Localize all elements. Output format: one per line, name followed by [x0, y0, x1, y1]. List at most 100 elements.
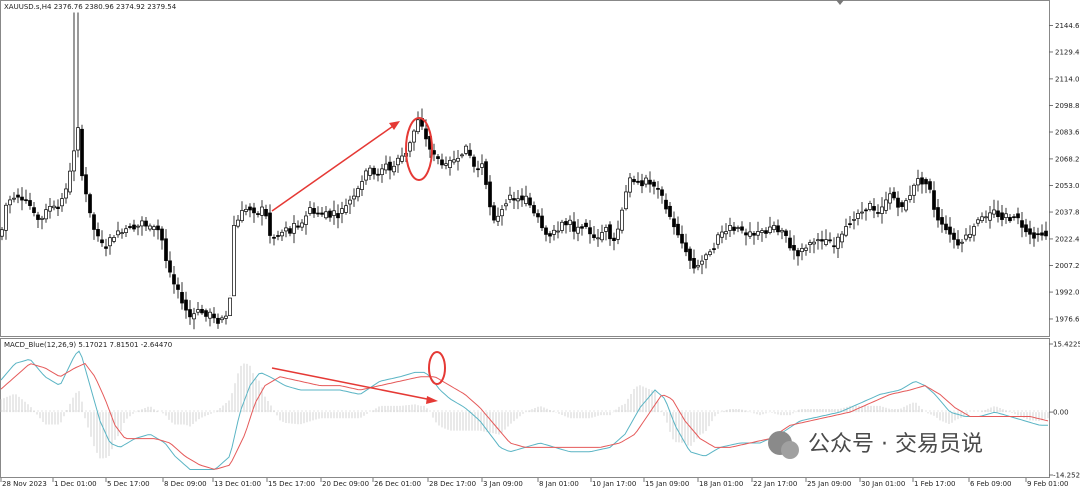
candle-body [148, 225, 152, 230]
price-y-axis: 2144.60 2129.40 2114.00 2098.80 2083.60 2068.… [1049, 22, 1080, 323]
candle-body [0, 229, 4, 237]
candle-body [1012, 216, 1016, 219]
candle-body [700, 260, 704, 265]
candle-body [84, 174, 88, 195]
candle-body [728, 225, 732, 231]
candle-body [36, 214, 40, 220]
candle-body [412, 130, 416, 143]
candle-body [840, 233, 844, 243]
candle-body [76, 127, 80, 151]
candle-body [896, 197, 900, 208]
x-tick-label: 8 Dec 09:00 [164, 480, 207, 488]
price-y-tick-label: 2114.00 [1055, 75, 1080, 83]
candle-body [16, 194, 20, 198]
candle-body [192, 313, 196, 320]
macd-histogram-layer [0, 363, 1049, 459]
candle-body [508, 194, 512, 200]
candle-body [72, 150, 76, 172]
candle-body [596, 237, 600, 240]
candle-body [672, 218, 676, 228]
candle-body [736, 227, 740, 229]
candle-body [1040, 232, 1044, 236]
candle-body [932, 190, 936, 210]
candle-body [1024, 224, 1028, 233]
candle-body [636, 180, 640, 183]
candle-body [136, 225, 140, 228]
candle-body [272, 236, 276, 239]
candle-body [64, 188, 68, 199]
candle-body [716, 234, 720, 245]
candle-body [872, 206, 876, 211]
candle-body [892, 191, 896, 199]
candle-body [544, 227, 548, 235]
candle-body [300, 222, 304, 228]
candle-body [528, 197, 532, 206]
price-y-tick-label: 2022.40 [1055, 235, 1080, 243]
x-tick-label: 26 Dec 01:00 [374, 480, 421, 488]
watermark-text: 公众号 · 交易员说 [808, 432, 983, 457]
price-y-tick-label: 2083.60 [1055, 129, 1080, 137]
scroll-marker-icon[interactable] [836, 0, 844, 5]
time-x-axis: 28 Nov 2023 1 Dec 01:00 5 Dec 17:00 8 Dec 0… [0, 478, 1068, 488]
macd-y-tick-label: -14.25248 [1053, 472, 1080, 480]
candle-body [476, 168, 480, 171]
candle-body [240, 210, 244, 221]
candle-body [396, 157, 400, 166]
candle-body [156, 225, 160, 231]
price-y-tick-label: 2144.60 [1055, 22, 1080, 30]
candle-body [4, 204, 8, 231]
candle-body [200, 309, 204, 314]
candle-body [848, 223, 852, 225]
candle-body [768, 226, 772, 233]
x-tick-label: 8 Jan 01:00 [539, 480, 579, 488]
candle-body [328, 210, 332, 218]
macd-header: MACD_Blue(12,26,9) 5.17021 7.81501 -2.64… [4, 341, 172, 349]
candle-body [656, 188, 660, 190]
candle-body [108, 237, 112, 247]
price-y-tick-label: 2129.40 [1055, 48, 1080, 56]
candle-body [116, 230, 120, 236]
candle-body [40, 217, 44, 220]
price-trend-arrow [271, 123, 397, 212]
candle-body [612, 237, 616, 241]
candles-layer [0, 12, 1048, 330]
candle-body [132, 224, 136, 230]
candle-body [684, 242, 688, 253]
candle-body [124, 228, 128, 233]
x-tick-label: 1 Dec 01:00 [54, 480, 97, 488]
candle-body [212, 313, 216, 319]
candle-body [440, 159, 444, 166]
macd-y-tick-label: 0.00 [1053, 409, 1069, 417]
price-header: XAUUSD.s,H4 2376.76 2380.96 2374.92 2379… [4, 3, 177, 11]
candle-body [28, 200, 32, 206]
candle-body [1016, 213, 1020, 219]
candle-body [244, 208, 248, 212]
candle-body [100, 239, 104, 244]
candle-body [828, 239, 832, 242]
candle-body [112, 237, 116, 242]
candle-body [668, 205, 672, 217]
candle-body [756, 231, 760, 236]
x-tick-label: 13 Dec 01:00 [214, 480, 261, 488]
candle-body [664, 199, 668, 210]
candle-body [184, 299, 188, 311]
candle-body [144, 220, 148, 227]
candle-body [60, 198, 64, 207]
candle-body [792, 245, 796, 251]
candle-body [616, 228, 620, 240]
candle-body [564, 221, 568, 226]
candle-body [996, 210, 1000, 217]
wechat-logo-icon-inner [781, 441, 799, 459]
candle-body [804, 247, 808, 251]
candle-body [552, 229, 556, 235]
x-tick-label: 10 Jan 17:00 [592, 480, 636, 488]
candle-body [360, 181, 364, 190]
candle-body [956, 239, 960, 246]
candle-body [916, 178, 920, 186]
candle-body [808, 242, 812, 245]
candle-body [764, 230, 768, 234]
candle-body [348, 199, 352, 205]
candle-body [1000, 212, 1004, 220]
macd-peak-circle [428, 351, 446, 385]
candle-body [292, 223, 296, 234]
